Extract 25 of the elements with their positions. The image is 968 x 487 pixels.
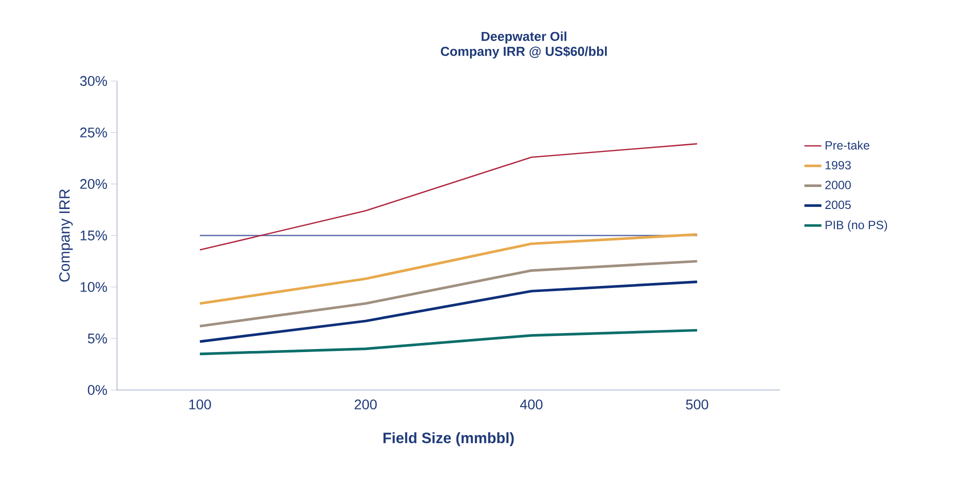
line-series <box>199 143 698 251</box>
y-tick-label: 0% <box>88 385 107 395</box>
x-tick-label: 400 <box>520 400 542 410</box>
chart-subtitle: Company IRR @ US$60/bbl <box>440 46 607 58</box>
chart-title: Deepwater Oil <box>482 31 566 44</box>
y-tick-label: 15% <box>80 230 107 240</box>
y-tick-label: 20% <box>80 179 107 189</box>
line-series <box>198 260 698 328</box>
legend-label: PIB (no PS) <box>826 220 888 232</box>
x-tick-label: 100 <box>189 400 211 410</box>
legend-label: 2005 <box>825 200 851 210</box>
legend-label: 2000 <box>825 180 851 190</box>
x-axis-title: Field Size (mmbbl) <box>383 432 514 446</box>
x-tick-label: 200 <box>354 400 377 410</box>
y-tick-label: 25% <box>80 128 107 138</box>
line-series <box>198 233 698 305</box>
y-tick-label: 5% <box>88 334 107 344</box>
legend-label: 1993 <box>826 160 851 170</box>
x-tick-label: 500 <box>686 400 708 410</box>
y-tick-label: 30% <box>80 76 107 86</box>
legend-label: Pre-take <box>826 140 870 150</box>
line-series <box>198 280 698 343</box>
y-tick-label: 10% <box>80 282 107 292</box>
line-series <box>198 328 698 356</box>
y-axis-title: Company IRR <box>59 189 73 282</box>
